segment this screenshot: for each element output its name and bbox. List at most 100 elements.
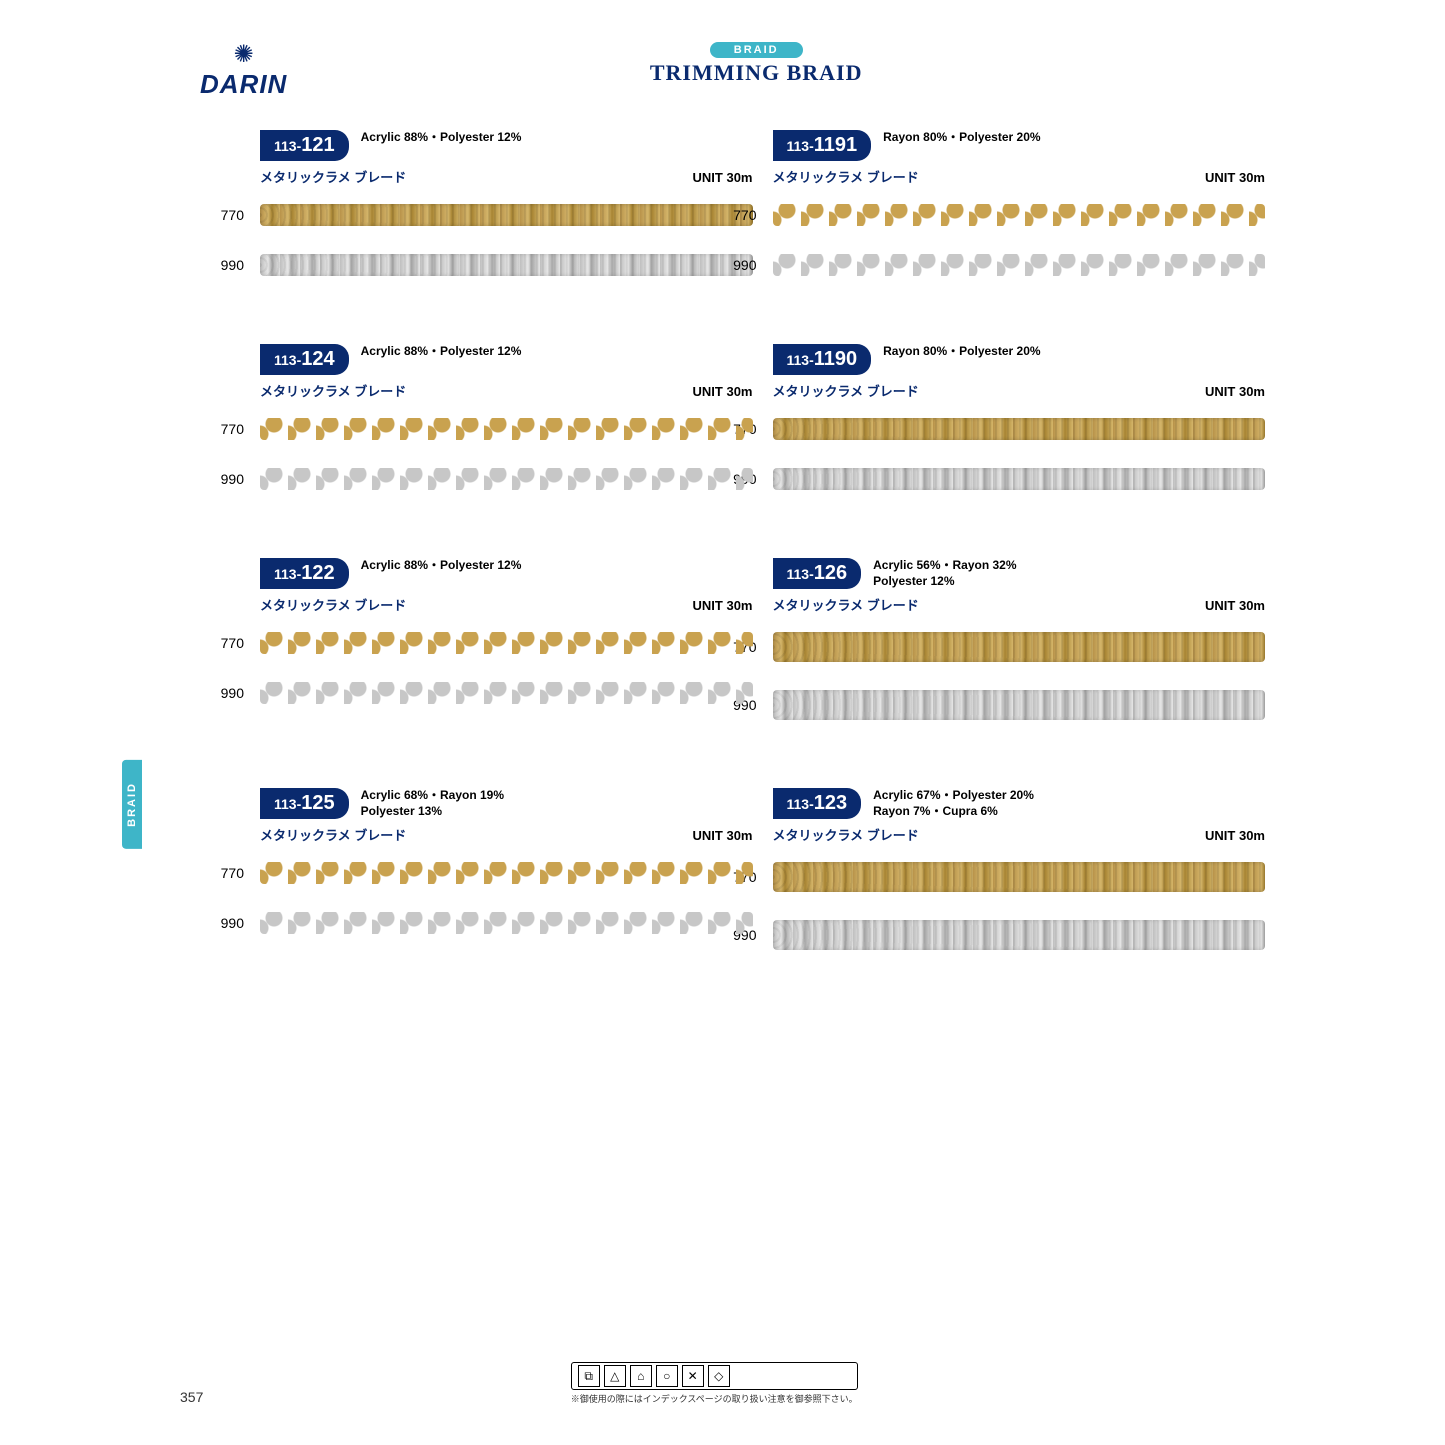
composition-line-2: Rayon 7%・Cupra 6% <box>873 804 1034 820</box>
product-subline: メタリックラメ ブレード UNIT 30m <box>260 595 753 614</box>
variant-code: 990 <box>208 257 244 273</box>
variant-row: 770 <box>260 632 753 654</box>
product-code-badge: 113-124 <box>260 344 349 375</box>
braid-sample <box>773 920 1266 950</box>
braid-sample <box>260 632 753 654</box>
wring-icon: ✕ <box>682 1365 704 1387</box>
product-header: 113-122Acrylic 88%・Polyester 12% <box>260 558 753 589</box>
product-composition: Acrylic 67%・Polyester 20%Rayon 7%・Cupra … <box>873 788 1034 819</box>
product-jp-name: メタリックラメ ブレード <box>773 167 919 186</box>
care-note: ※御使用の際にはインデックスページの取り扱い注意を御参照下さい。 <box>571 1392 858 1405</box>
product-composition: Rayon 80%・Polyester 20% <box>883 130 1040 146</box>
product-composition: Acrylic 56%・Rayon 32%Polyester 12% <box>873 558 1016 589</box>
product-code-main: 126 <box>814 562 847 584</box>
composition-line-1: Acrylic 68%・Rayon 19% <box>361 788 504 804</box>
product-code-prefix: 113- <box>274 796 301 812</box>
care-block: ⧉ △ ⌂ ○ ✕ ◇ ※御使用の際にはインデックスページの取り扱い注意を御参照… <box>571 1362 858 1405</box>
product-code-main: 122 <box>301 562 334 584</box>
product-composition: Acrylic 88%・Polyester 12% <box>361 558 522 574</box>
care-icons-row: ⧉ △ ⌂ ○ ✕ ◇ <box>571 1362 858 1390</box>
product-jp-name: メタリックラメ ブレード <box>260 595 406 614</box>
product-header: 113-1191 Rayon 80%・Polyester 20% <box>773 130 1266 161</box>
product-header: 113-1190 Rayon 80%・Polyester 20% <box>773 344 1266 375</box>
product-subline: メタリックラメ ブレード UNIT 30m <box>773 825 1266 844</box>
product-code-badge: 113-121 <box>260 130 349 161</box>
dryclean-icon: ○ <box>656 1365 678 1387</box>
product-code-prefix: 113- <box>787 796 814 812</box>
variant-row: 990 <box>773 690 1266 720</box>
variant-code: 990 <box>208 915 244 931</box>
braid-sample <box>773 254 1266 276</box>
page-title: TRIMMING BRAID <box>187 60 1325 86</box>
braid-sample <box>260 468 753 490</box>
variant-row: 770 <box>773 204 1266 226</box>
product-block: 113-122Acrylic 88%・Polyester 12%メタリックラメ … <box>260 558 753 748</box>
product-code-prefix: 113- <box>787 566 814 582</box>
variant-code: 770 <box>208 421 244 437</box>
product-code-main: 123 <box>814 792 847 814</box>
composition-line-2: Polyester 12% <box>873 574 1016 590</box>
product-code-prefix: 113- <box>274 352 301 368</box>
product-subline: メタリックラメ ブレードUNIT 30m <box>260 381 753 400</box>
page-footer: 357 ⧉ △ ⌂ ○ ✕ ◇ ※御使用の際にはインデックスページの取り扱い注意… <box>180 1362 1265 1405</box>
product-block: 113-123 Acrylic 67%・Polyester 20%Rayon 7%… <box>773 788 1266 978</box>
variant-row: 770 <box>260 204 753 226</box>
composition-line-2: Polyester 13% <box>361 804 504 820</box>
braid-sample <box>260 862 753 884</box>
product-composition: Rayon 80%・Polyester 20% <box>883 344 1040 360</box>
variant-row: 990 <box>260 468 753 490</box>
variant-row: 990 <box>260 254 753 276</box>
variant-row: 770 <box>773 418 1266 440</box>
braid-sample <box>773 690 1266 720</box>
variant-row: 990 <box>260 912 753 934</box>
product-code-badge: 113-123 <box>773 788 862 819</box>
braid-sample <box>260 418 753 440</box>
variant-row: 990 <box>773 468 1266 490</box>
product-unit: UNIT 30m <box>1205 384 1265 399</box>
product-composition: Acrylic 88%・Polyester 12% <box>361 344 522 360</box>
product-jp-name: メタリックラメ ブレード <box>260 167 406 186</box>
product-subline: メタリックラメ ブレードUNIT 30m <box>773 381 1266 400</box>
dry-icon: ◇ <box>708 1365 730 1387</box>
variant-row: 770 <box>260 418 753 440</box>
product-code-main: 1190 <box>814 348 857 370</box>
braid-sample <box>260 912 753 934</box>
product-header: 113-124 Acrylic 88%・Polyester 12% <box>260 344 753 375</box>
side-tab: BRAID <box>122 760 142 849</box>
page-header: ✺ DARIN BRAID TRIMMING BRAID <box>120 40 1325 100</box>
product-header: 113-125 Acrylic 68%・Rayon 19%Polyester 13… <box>260 788 753 819</box>
product-composition: Acrylic 68%・Rayon 19%Polyester 13% <box>361 788 504 819</box>
product-code-prefix: 113- <box>787 352 814 368</box>
product-grid: 113-121Acrylic 88%・Polyester 12%メタリックラメ … <box>260 130 1265 978</box>
product-jp-name: メタリックラメ ブレード <box>773 595 919 614</box>
product-code-prefix: 113- <box>274 138 301 154</box>
variant-code: 770 <box>721 207 757 223</box>
variant-code: 770 <box>208 865 244 881</box>
product-block: 113-124 Acrylic 88%・Polyester 12% メタリックラメ … <box>260 344 753 518</box>
variant-code: 770 <box>208 635 244 651</box>
variant-row: 770 <box>773 632 1266 662</box>
product-block: 113-1191 Rayon 80%・Polyester 20% メタリックラメ ブ… <box>773 130 1266 304</box>
variant-row: 770 <box>260 862 753 884</box>
product-unit: UNIT 30m <box>693 384 753 399</box>
product-composition: Acrylic 88%・Polyester 12% <box>361 130 522 146</box>
bleach-icon: △ <box>604 1365 626 1387</box>
page-number: 357 <box>180 1389 203 1405</box>
product-code-main: 124 <box>301 348 334 370</box>
product-code-badge: 113-1190 <box>773 344 872 375</box>
braid-sample <box>773 632 1266 662</box>
product-code-prefix: 113- <box>787 138 814 154</box>
product-block: 113-126 Acrylic 56%・Rayon 32%Polyester 12… <box>773 558 1266 748</box>
product-code-badge: 113-1191 <box>773 130 872 161</box>
product-code-badge: 113-126 <box>773 558 862 589</box>
product-code-badge: 113-125 <box>260 788 349 819</box>
product-code-main: 121 <box>301 134 334 156</box>
product-unit: UNIT 30m <box>1205 598 1265 613</box>
product-jp-name: メタリックラメ ブレード <box>773 825 919 844</box>
product-block: 113-1190 Rayon 80%・Polyester 20% メタリックラメ ブ… <box>773 344 1266 518</box>
composition-line-1: Rayon 80%・Polyester 20% <box>883 344 1040 360</box>
wash-icon: ⧉ <box>578 1365 600 1387</box>
product-unit: UNIT 30m <box>693 598 753 613</box>
product-unit: UNIT 30m <box>1205 828 1265 843</box>
title-area: BRAID TRIMMING BRAID <box>187 40 1325 86</box>
